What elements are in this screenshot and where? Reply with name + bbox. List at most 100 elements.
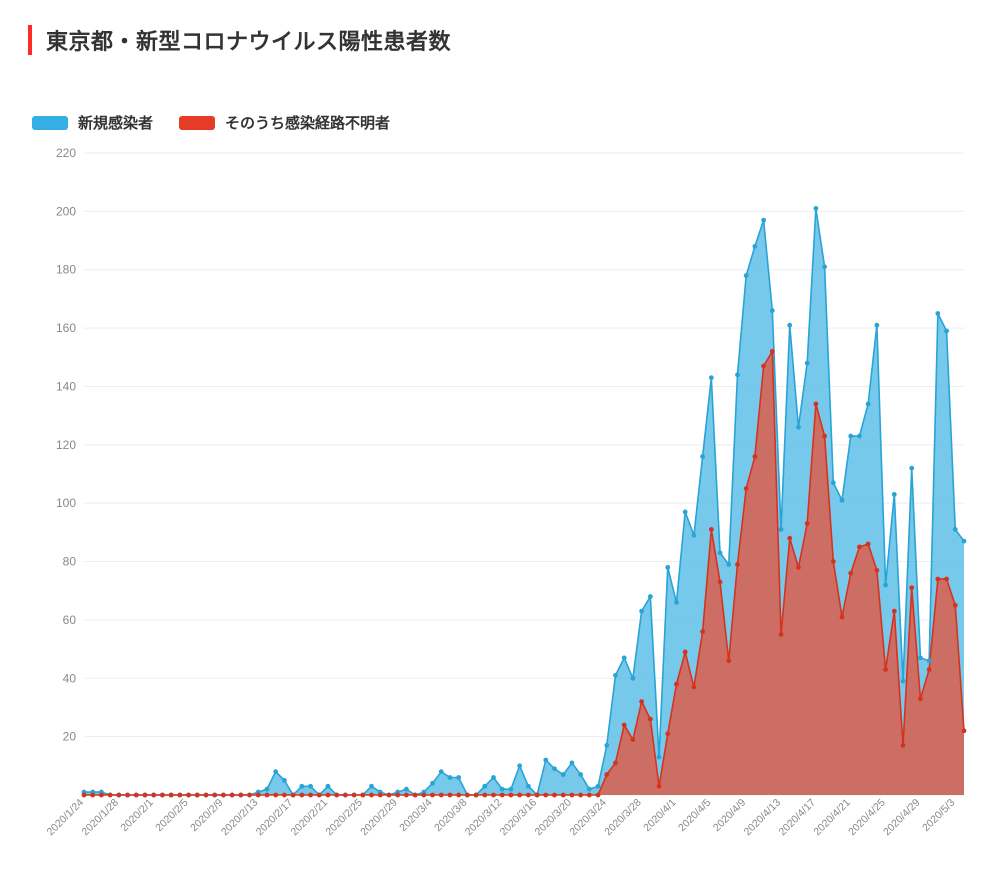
marker-series1 <box>456 775 461 780</box>
marker-series2 <box>787 536 792 541</box>
marker-series2 <box>256 793 261 798</box>
y-tick-label: 100 <box>56 496 76 510</box>
marker-series1 <box>613 673 618 678</box>
marker-series2 <box>360 793 365 798</box>
legend-item-series2[interactable]: そのうち感染経路不明者 <box>179 112 390 133</box>
marker-series2 <box>578 793 583 798</box>
marker-series1 <box>813 206 818 211</box>
marker-series1 <box>448 775 453 780</box>
marker-series2 <box>622 723 627 728</box>
marker-series2 <box>665 731 670 736</box>
marker-series1 <box>822 264 827 269</box>
y-tick-label: 80 <box>63 555 77 569</box>
x-tick-label: 2020/2/29 <box>358 797 400 839</box>
marker-series2 <box>901 743 906 748</box>
marker-series2 <box>779 632 784 637</box>
marker-series2 <box>378 793 383 798</box>
marker-series1 <box>282 778 287 783</box>
marker-series2 <box>500 793 505 798</box>
marker-series1 <box>744 273 749 278</box>
marker-series2 <box>587 793 592 798</box>
y-tick-label: 220 <box>56 147 76 160</box>
x-tick-label: 2020/3/24 <box>567 797 609 839</box>
marker-series1 <box>326 784 331 789</box>
marker-series2 <box>404 793 409 798</box>
marker-series2 <box>517 793 522 798</box>
marker-series2 <box>552 793 557 798</box>
y-tick-label: 180 <box>56 263 76 277</box>
x-tick-label: 2020/3/16 <box>498 797 540 839</box>
marker-series2 <box>639 699 644 704</box>
area-series2 <box>84 351 964 795</box>
marker-series1 <box>700 454 705 459</box>
marker-series2 <box>369 793 374 798</box>
marker-series1 <box>543 758 548 763</box>
marker-series2 <box>535 793 540 798</box>
marker-series1 <box>622 655 627 660</box>
y-tick-label: 160 <box>56 321 76 335</box>
marker-series2 <box>186 793 191 798</box>
marker-series2 <box>509 793 514 798</box>
marker-series2 <box>90 793 95 798</box>
chart-legend: 新規感染者 そのうち感染経路不明者 <box>32 112 972 133</box>
marker-series2 <box>822 434 827 439</box>
marker-series2 <box>395 793 400 798</box>
marker-series1 <box>909 466 914 471</box>
y-tick-label: 60 <box>63 613 77 627</box>
marker-series1 <box>308 784 313 789</box>
marker-series1 <box>570 761 575 766</box>
x-tick-label: 2020/2/1 <box>118 797 155 834</box>
marker-series1 <box>962 539 967 544</box>
marker-series1 <box>901 679 906 684</box>
marker-series1 <box>787 323 792 328</box>
marker-series1 <box>752 244 757 249</box>
y-tick-label: 200 <box>56 204 76 218</box>
legend-item-series1[interactable]: 新規感染者 <box>32 112 153 133</box>
marker-series2 <box>909 585 914 590</box>
marker-series2 <box>448 793 453 798</box>
marker-series2 <box>874 568 879 573</box>
marker-series2 <box>195 793 200 798</box>
marker-series1 <box>561 772 566 777</box>
marker-series2 <box>744 486 749 491</box>
marker-series2 <box>752 454 757 459</box>
x-tick-label: 2020/4/21 <box>811 797 853 839</box>
marker-series1 <box>805 361 810 366</box>
x-tick-label: 2020/4/5 <box>676 797 713 834</box>
marker-series1 <box>779 527 784 532</box>
marker-series1 <box>796 425 801 430</box>
marker-series2 <box>953 603 958 608</box>
legend-label-series1: 新規感染者 <box>78 112 153 133</box>
y-tick-label: 20 <box>63 730 77 744</box>
marker-series2 <box>657 784 662 789</box>
marker-series2 <box>221 793 226 798</box>
marker-series2 <box>326 793 331 798</box>
marker-series2 <box>265 793 270 798</box>
marker-series2 <box>169 793 174 798</box>
y-tick-label: 120 <box>56 438 76 452</box>
x-tick-label: 2020/3/4 <box>397 797 434 834</box>
x-tick-label: 2020/4/1 <box>641 797 678 834</box>
marker-series2 <box>308 793 313 798</box>
marker-series1 <box>500 787 505 792</box>
marker-series2 <box>935 577 940 582</box>
marker-series2 <box>99 793 104 798</box>
marker-series2 <box>726 658 731 663</box>
page-title: 東京都・新型コロナウイルス陽性患者数 <box>46 24 451 56</box>
marker-series2 <box>465 793 470 798</box>
marker-series1 <box>439 769 444 774</box>
marker-series2 <box>273 793 278 798</box>
x-tick-label: 2020/3/28 <box>602 797 644 839</box>
marker-series1 <box>935 311 940 316</box>
marker-series2 <box>82 793 87 798</box>
chart-container: 204060801001201401601802002202020/1/2420… <box>28 147 972 867</box>
marker-series2 <box>570 793 575 798</box>
marker-series2 <box>962 728 967 733</box>
x-tick-label: 2020/2/25 <box>323 797 365 839</box>
marker-series1 <box>430 781 435 786</box>
marker-series2 <box>439 793 444 798</box>
marker-series1 <box>596 784 601 789</box>
x-tick-label: 2020/4/13 <box>742 797 784 839</box>
marker-series2 <box>692 685 697 690</box>
marker-series2 <box>482 793 487 798</box>
